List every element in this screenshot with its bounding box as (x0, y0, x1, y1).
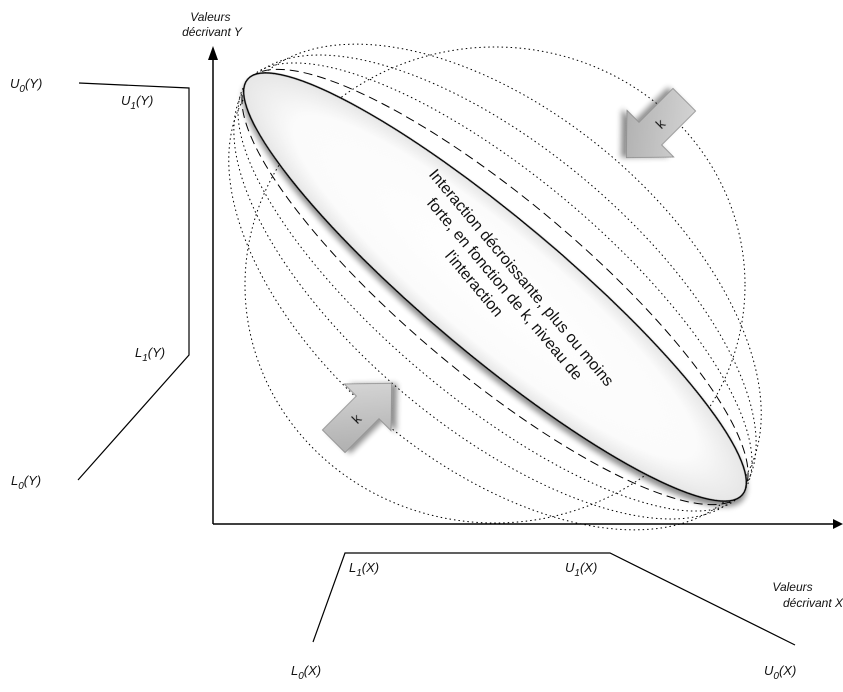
arrow-k-top: k (625, 87, 697, 159)
label-u0-y: U0(Y) (10, 76, 42, 95)
axes (208, 46, 843, 529)
arrow-k-bottom: k (321, 382, 393, 454)
outer-dotted-ellipse (244, 46, 746, 524)
label-l0-x: L0(X) (291, 663, 321, 682)
inner-ellipse (242, 72, 748, 502)
label-l0-y: L0(Y) (11, 473, 41, 492)
x-axis-title: Valeurs décrivant X (772, 580, 843, 610)
label-u1-x: U1(X) (565, 560, 597, 579)
label-u0-x: U0(X) (764, 663, 796, 682)
y-axis-title: Valeurs décrivant Y (182, 10, 243, 39)
label-l1-y: L1(Y) (135, 345, 165, 364)
x-axis-arrowhead (833, 519, 843, 529)
label-u1-y: U1(Y) (121, 93, 153, 112)
y-membership-function (77, 82, 190, 481)
x-membership-function (312, 552, 796, 646)
label-l1-x: L1(X) (349, 560, 379, 579)
y-axis-arrowhead (208, 46, 218, 60)
